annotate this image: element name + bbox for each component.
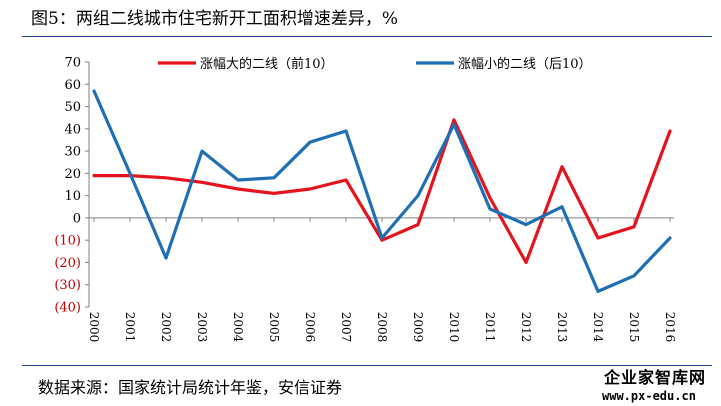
x-tick-label: 2014 [591, 312, 605, 343]
x-tick-label: 2004 [231, 312, 245, 343]
y-tick-label: 60 [64, 78, 81, 93]
y-tick-label: 0 [73, 211, 81, 226]
series-line-2 [92, 89, 672, 293]
x-tick-label: 2005 [267, 312, 281, 343]
watermark-url: www.px-edu.cn [602, 389, 696, 403]
y-tick-label: (30) [54, 278, 81, 293]
y-tick-label: 20 [64, 167, 81, 182]
y-tick-label: 50 [64, 100, 81, 115]
x-tick-label: 2015 [627, 312, 641, 343]
series-line-1 [92, 118, 672, 265]
x-tick-label: 2010 [447, 312, 461, 343]
y-tick-label: 30 [64, 145, 81, 160]
legend-label-2: 涨幅小的二线（后10） [458, 56, 592, 72]
y-tick-label: (40) [54, 301, 81, 316]
x-tick-label: 2001 [123, 312, 137, 343]
y-tick-label: 70 [64, 56, 81, 71]
x-tick-label: 2013 [555, 312, 569, 343]
x-tick-label: 2006 [303, 312, 317, 343]
x-tick-label: 2003 [195, 312, 209, 343]
chart-title: 图5：两组二线城市住宅新开工面积增速差异，% [31, 9, 398, 29]
bottom-rule [22, 365, 712, 366]
x-tick-label: 2000 [87, 312, 101, 343]
source-note: 数据来源：国家统计局统计年鉴，安信证券 [38, 378, 343, 397]
y-tick-label: (20) [54, 256, 81, 271]
legend-label-1: 涨幅大的二线（前10） [200, 56, 334, 72]
x-tick-label: 2016 [663, 312, 677, 343]
x-tick-label: 2008 [375, 312, 389, 343]
top-rule [22, 36, 712, 37]
y-tick-label: 10 [64, 189, 81, 204]
x-tick-label: 2007 [339, 312, 353, 343]
x-tick-label: 2002 [159, 312, 173, 343]
y-tick-label: (10) [54, 234, 81, 249]
watermark-brand: 企业家智库网 [604, 368, 707, 387]
y-tick-label: 40 [64, 122, 81, 137]
x-tick-label: 2012 [519, 312, 533, 343]
x-tick-label: 2011 [483, 312, 497, 343]
x-tick-label: 2009 [411, 312, 425, 343]
